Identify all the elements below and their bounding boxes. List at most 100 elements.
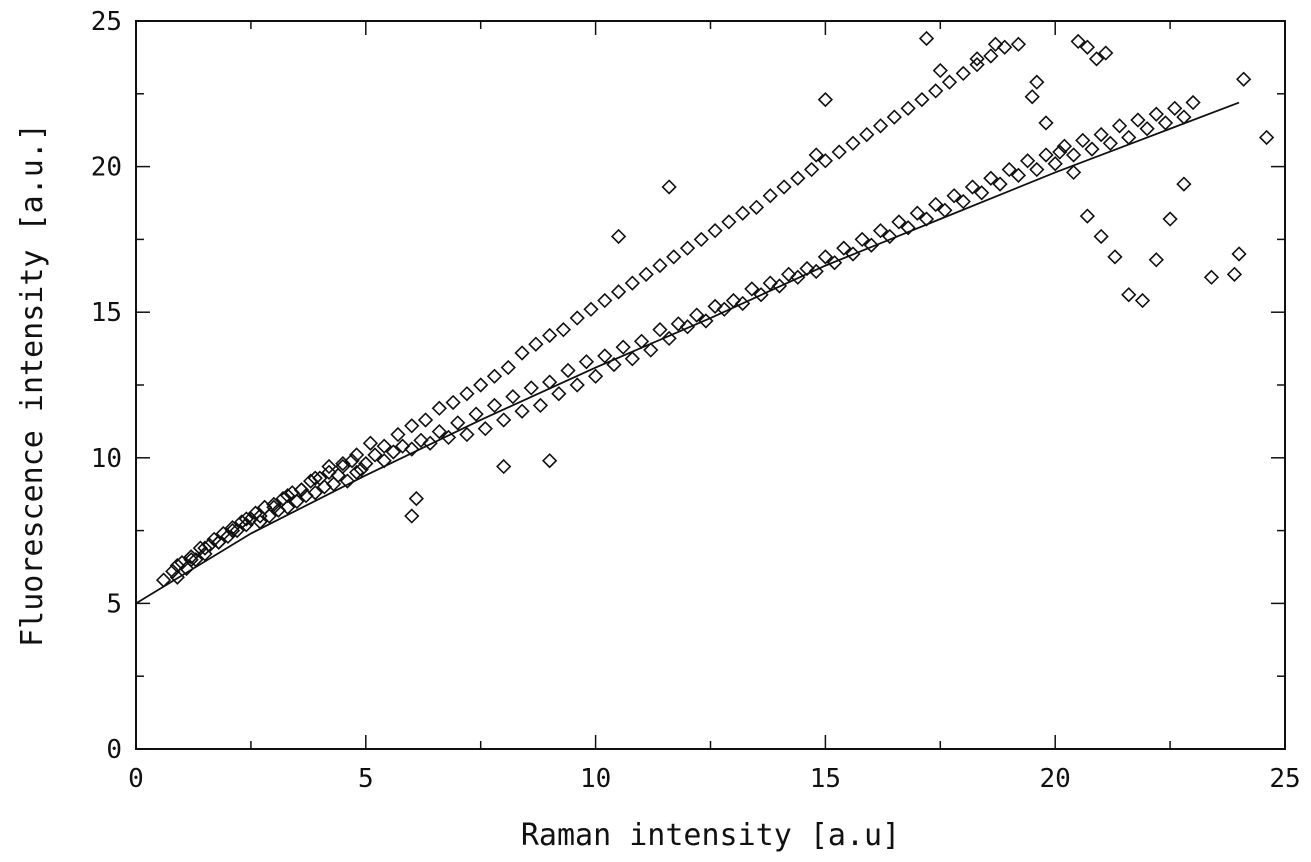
data-point (224, 520, 241, 536)
data-point (955, 65, 971, 82)
data-point (555, 322, 572, 338)
x-tick-label: 0 (128, 764, 144, 794)
data-point (183, 549, 199, 565)
data-point (404, 441, 420, 457)
data-point (689, 307, 705, 323)
data-point (514, 403, 530, 419)
data-point (872, 223, 889, 239)
data-point (610, 228, 627, 245)
data-point (417, 412, 434, 428)
data-point (496, 412, 512, 428)
data-point (831, 144, 847, 160)
x-tick-label: 5 (358, 764, 374, 794)
data-point (1093, 228, 1109, 245)
data-point (532, 397, 549, 414)
data-point (762, 188, 778, 204)
data-point (224, 522, 241, 539)
data-point (459, 426, 475, 443)
data-point (578, 354, 595, 370)
data-point (762, 275, 778, 291)
data-point (459, 386, 475, 402)
data-point (1185, 94, 1201, 111)
data-point (987, 36, 1004, 52)
data-point (666, 249, 682, 265)
data-point (932, 62, 948, 79)
data-point (1084, 141, 1100, 157)
data-point (477, 421, 493, 437)
data-point (468, 406, 484, 422)
data-point (1102, 135, 1118, 151)
x-axis-label: Raman intensity [a.u] (521, 818, 900, 853)
data-point (1075, 132, 1091, 149)
data-point (514, 345, 530, 361)
data-point (238, 511, 254, 527)
data-point (252, 508, 268, 524)
data-point (1079, 39, 1096, 55)
data-point (643, 342, 659, 358)
data-point (587, 368, 604, 384)
data-point (790, 170, 806, 186)
data-point (321, 458, 337, 475)
x-tick-label: 15 (810, 764, 841, 794)
data-point (652, 257, 668, 274)
data-point (307, 470, 323, 486)
data-point (716, 301, 732, 317)
data-point (348, 447, 365, 463)
data-point (500, 359, 516, 376)
data-point (964, 179, 981, 195)
x-tick-label: 20 (1040, 764, 1071, 794)
data-point (238, 517, 254, 533)
data-point (394, 438, 411, 454)
data-point (1047, 156, 1063, 172)
data-point (1010, 36, 1027, 52)
data-point (679, 319, 696, 335)
data-point (1167, 100, 1183, 116)
data-point (1148, 252, 1164, 268)
data-point (569, 310, 585, 326)
data-point (1162, 211, 1178, 227)
data-point (569, 377, 585, 393)
data-point (900, 220, 916, 236)
data-point (863, 237, 879, 253)
data-point (707, 298, 723, 315)
plot-frame (135, 20, 1286, 750)
data-point (624, 275, 640, 291)
y-tick-label: 0 (106, 735, 122, 765)
data-point (431, 423, 447, 440)
data-point (891, 214, 907, 230)
data-point (670, 316, 686, 332)
data-point (1226, 266, 1243, 282)
data-point (744, 281, 760, 297)
x-tick-label: 25 (1269, 764, 1300, 794)
data-point (450, 415, 466, 431)
data-point (348, 464, 365, 480)
data-point (496, 458, 512, 475)
data-point (1098, 45, 1114, 61)
data-point (652, 322, 668, 338)
data-point (1010, 167, 1027, 183)
data-point (390, 426, 406, 443)
data-point (1176, 176, 1192, 192)
data-point (799, 260, 815, 277)
data-point (353, 461, 369, 478)
data-point (597, 292, 613, 309)
data-point (859, 126, 875, 143)
y-tick-label: 15 (91, 298, 122, 328)
data-point (1065, 164, 1082, 181)
data-point (280, 488, 296, 504)
data-point (882, 228, 898, 245)
data-point (280, 499, 296, 515)
data-point (165, 563, 181, 579)
data-point (955, 193, 971, 210)
data-point (422, 435, 438, 451)
data-point (560, 362, 576, 379)
data-point (808, 147, 824, 163)
data-point (321, 464, 337, 480)
data-point (969, 51, 985, 67)
data-point (1038, 115, 1054, 131)
data-point (983, 48, 999, 64)
data-point (528, 336, 544, 352)
data-point (293, 482, 310, 498)
